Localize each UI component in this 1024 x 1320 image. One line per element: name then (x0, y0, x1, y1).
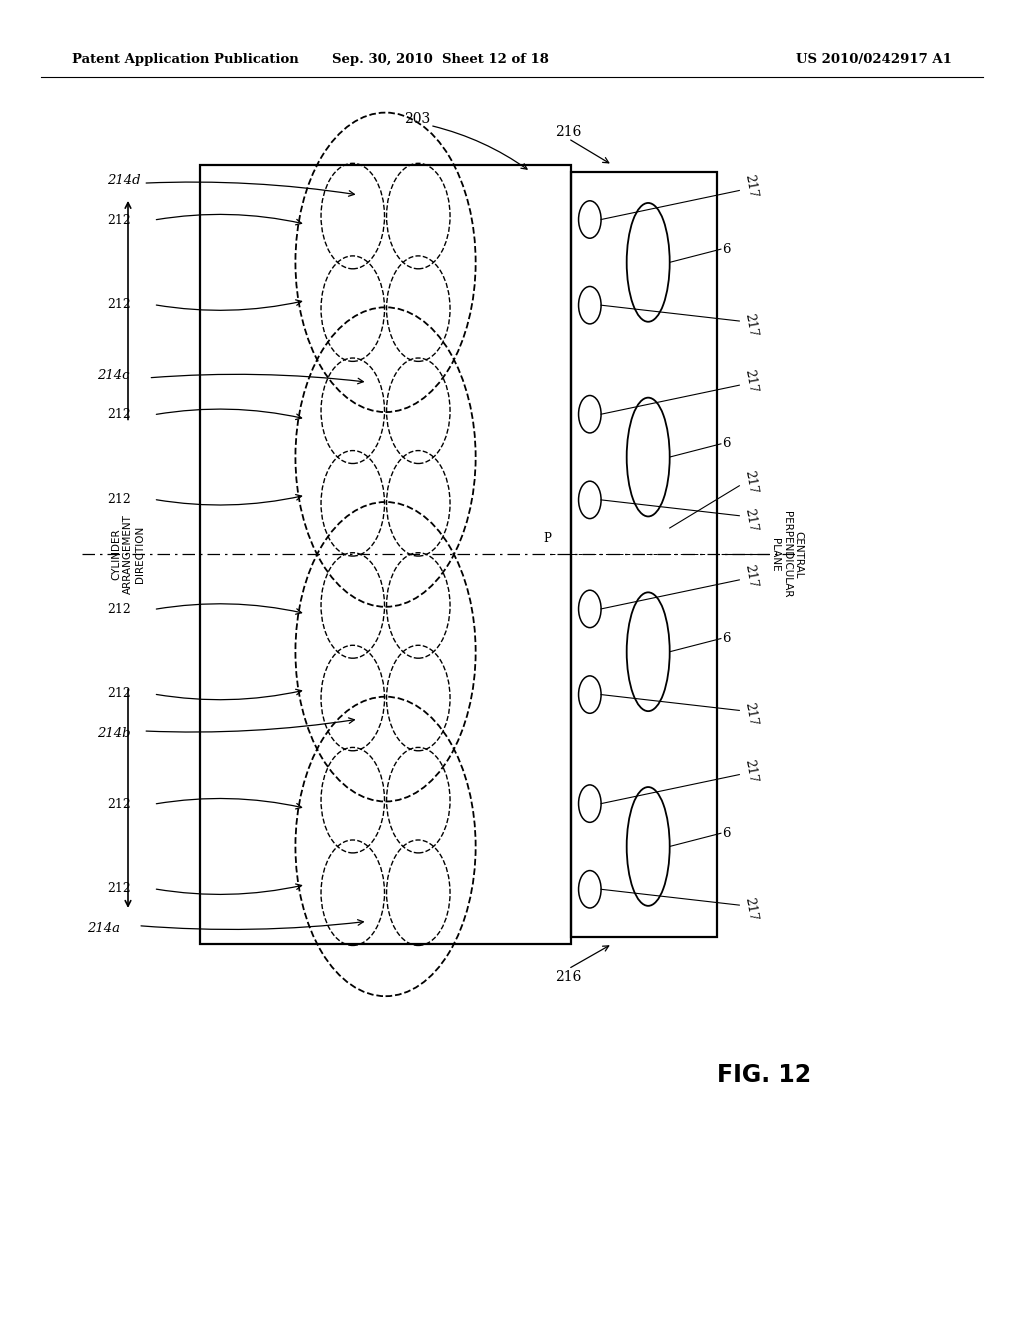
Text: 212: 212 (108, 882, 131, 895)
Text: 6: 6 (722, 826, 730, 840)
Text: 212: 212 (108, 214, 131, 227)
Text: 214a: 214a (87, 921, 120, 935)
Text: 214d: 214d (108, 174, 141, 187)
Text: 212: 212 (108, 797, 131, 810)
Text: 212: 212 (108, 492, 131, 506)
Text: 217: 217 (742, 896, 760, 921)
Text: 214c: 214c (97, 368, 130, 381)
Text: 216: 216 (555, 125, 582, 139)
Text: 217: 217 (742, 758, 760, 784)
Text: 6: 6 (722, 437, 730, 450)
Text: 212: 212 (108, 603, 131, 616)
Text: 217: 217 (742, 368, 760, 395)
Text: 212: 212 (108, 298, 131, 312)
Text: Patent Application Publication: Patent Application Publication (72, 53, 298, 66)
Text: 203: 203 (404, 112, 431, 125)
Text: 217: 217 (742, 312, 760, 338)
Text: 6: 6 (722, 243, 730, 256)
Text: US 2010/0242917 A1: US 2010/0242917 A1 (797, 53, 952, 66)
Text: 217: 217 (742, 469, 760, 495)
Text: 217: 217 (742, 507, 760, 532)
Text: 212: 212 (108, 408, 131, 421)
Text: CYLINDER
ARRANGEMENT
DIRECTION: CYLINDER ARRANGEMENT DIRECTION (112, 515, 144, 594)
Text: CENTRAL
PERPENDICULAR
PLANE: CENTRAL PERPENDICULAR PLANE (770, 511, 803, 598)
Text: 212: 212 (108, 688, 131, 701)
Text: FIG. 12: FIG. 12 (717, 1063, 811, 1086)
Text: 217: 217 (742, 701, 760, 727)
Text: 217: 217 (742, 174, 760, 199)
Text: 217: 217 (742, 564, 760, 589)
Text: P: P (543, 532, 551, 545)
Text: 214b: 214b (97, 727, 131, 741)
Text: 6: 6 (722, 632, 730, 645)
Text: Sep. 30, 2010  Sheet 12 of 18: Sep. 30, 2010 Sheet 12 of 18 (332, 53, 549, 66)
Text: 216: 216 (555, 970, 582, 983)
